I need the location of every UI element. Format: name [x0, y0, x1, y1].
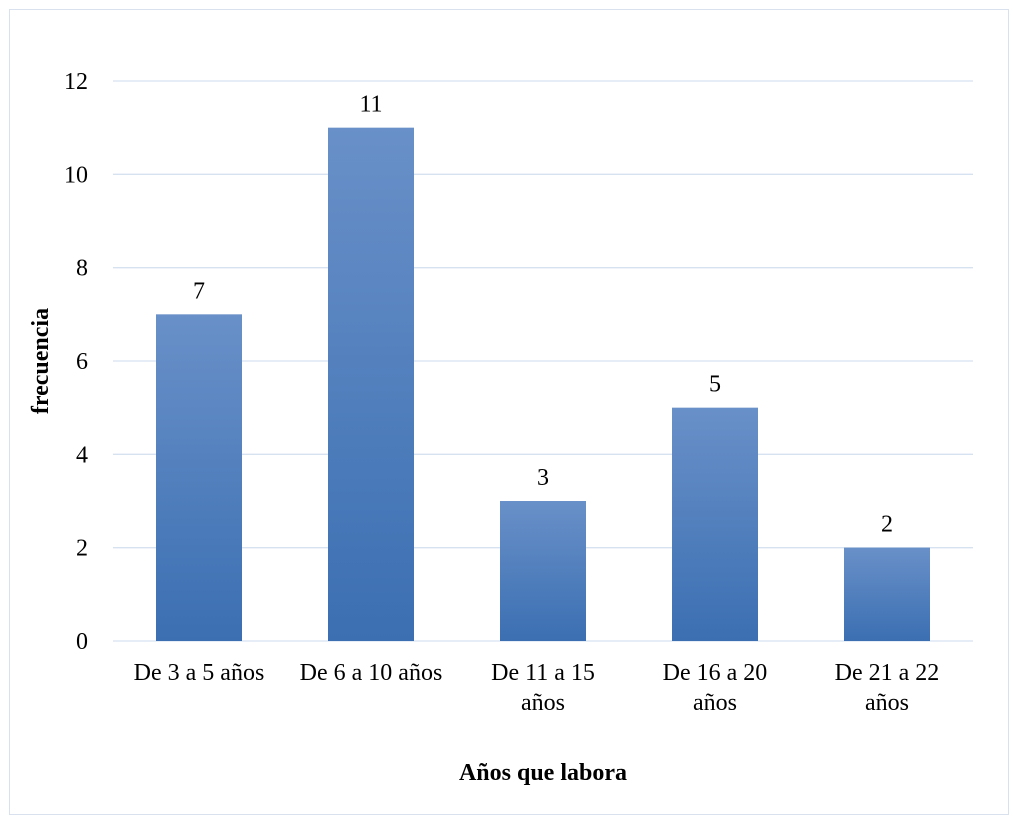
x-tick-labels: De 3 a 5 años De 6 a 10 años De 11 a 15 año… [134, 660, 940, 716]
data-label: 5 [709, 372, 721, 398]
bar [500, 501, 586, 641]
x-axis-title: Años que labora [459, 760, 627, 786]
y-tick-label: 12 [64, 69, 88, 95]
x-tick-label: De 16 a 20 años [663, 660, 768, 716]
y-tick-label: 8 [76, 256, 88, 282]
data-label: 11 [359, 92, 382, 118]
x-tick-label: De 3 a 5 años [134, 660, 265, 686]
y-tick-label: 4 [76, 442, 88, 468]
gridlines [113, 80, 973, 642]
y-tick-label: 2 [76, 536, 88, 562]
y-tick-label: 0 [76, 629, 88, 655]
bars [156, 127, 930, 641]
x-tick-label: De 6 a 10 años [300, 660, 443, 686]
y-tick-label: 10 [64, 162, 88, 188]
bar [844, 547, 930, 641]
y-tick-labels: 0 2 4 6 8 10 12 [64, 69, 88, 655]
data-label: 3 [537, 465, 549, 491]
x-tick-label: De 21 a 22 años [835, 660, 940, 716]
data-label: 7 [193, 278, 205, 304]
data-label: 2 [881, 512, 893, 538]
data-labels: 7 11 3 5 2 [193, 92, 893, 538]
bar [672, 407, 758, 641]
y-tick-label: 6 [76, 349, 88, 375]
y-axis-title: frecuencia [28, 308, 54, 414]
bar [156, 314, 242, 641]
bar [328, 127, 414, 641]
x-tick-label: De 11 a 15 años [491, 660, 595, 716]
